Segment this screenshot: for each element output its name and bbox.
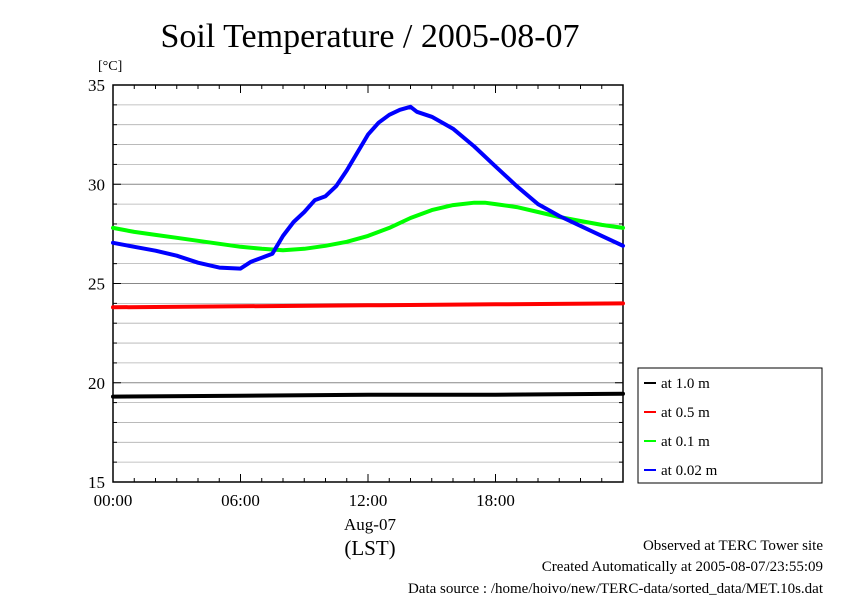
y-tick-label: 25 bbox=[88, 275, 105, 294]
footer-source: Data source : /home/hoivo/new/TERC-data/… bbox=[408, 581, 824, 595]
series-line-0 bbox=[111, 391, 625, 399]
legend-entry: at 1.0 m bbox=[661, 376, 710, 392]
legend-entry: at 0.1 m bbox=[661, 434, 710, 450]
legend-entry: at 0.02 m bbox=[661, 463, 718, 479]
x-tick-label: 06:00 bbox=[221, 491, 260, 510]
x-tick-label: 12:00 bbox=[349, 491, 388, 510]
legend-entry: at 0.5 m bbox=[661, 405, 710, 421]
legend-frame bbox=[637, 367, 823, 484]
x-tick-label: 18:00 bbox=[476, 491, 515, 510]
x-axis-date-label: Aug-07 bbox=[344, 515, 396, 534]
y-tick-label: 15 bbox=[88, 473, 105, 492]
grid bbox=[113, 104, 623, 463]
series-lines bbox=[111, 104, 625, 399]
y-tick-label: 20 bbox=[88, 374, 105, 393]
x-axis-timezone-label: (LST) bbox=[344, 536, 395, 560]
series-line-1 bbox=[111, 301, 625, 310]
x-tick-label: 00:00 bbox=[94, 491, 133, 510]
footer-created: Created Automatically at 2005-08-07/23:5… bbox=[542, 559, 823, 575]
footer-observed: Observed at TERC Tower site bbox=[643, 538, 823, 554]
y-tick-label: 30 bbox=[88, 175, 105, 194]
ticks: 00:00 06:00 12:00 18:00 15 20 25 30 35 bbox=[88, 76, 624, 510]
series-line-3 bbox=[111, 104, 625, 271]
legend: at 1.0 m at 0.5 m at 0.1 m at 0.02 m bbox=[637, 367, 823, 484]
y-axis-unit: [°C] bbox=[98, 59, 122, 74]
chart-title: Soil Temperature / 2005-08-07 bbox=[160, 18, 579, 55]
series-line-2 bbox=[111, 200, 625, 253]
y-tick-label: 35 bbox=[88, 76, 105, 95]
